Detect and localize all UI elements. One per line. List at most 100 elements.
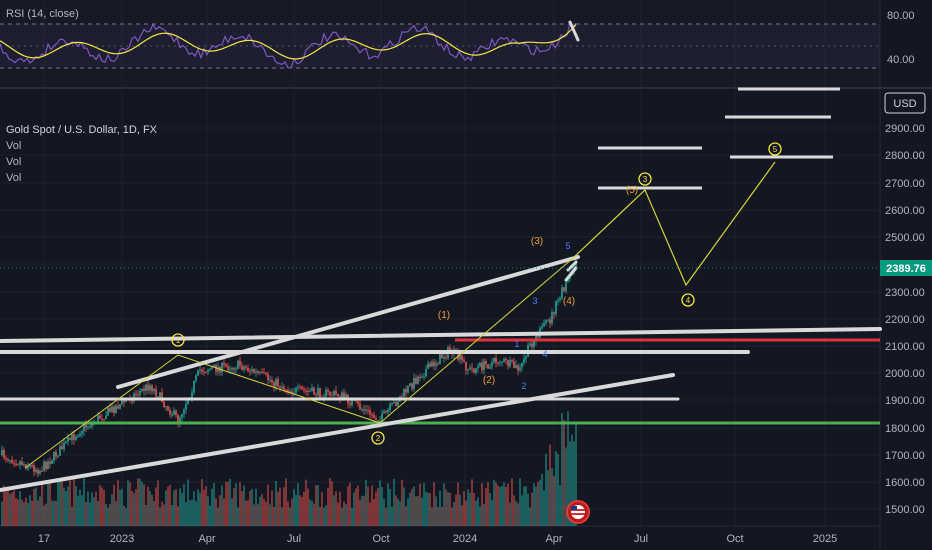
candle-body xyxy=(105,415,107,420)
candle-body xyxy=(17,464,19,466)
volume-bar xyxy=(287,501,289,526)
volume-bar xyxy=(511,478,513,526)
main-legend[interactable]: Gold Spot / U.S. Dollar, 1D, FX Vol Vol … xyxy=(6,122,157,186)
lower-channel-trendline[interactable] xyxy=(0,373,675,492)
volume-bar xyxy=(225,481,227,526)
time-scale-label: Jul xyxy=(287,533,301,545)
volume-indicator-label[interactable]: Vol xyxy=(6,156,22,168)
volume-bar xyxy=(443,483,445,526)
candle-body xyxy=(329,391,331,396)
candle-body xyxy=(45,461,47,469)
elliott-wave-path-projection[interactable] xyxy=(571,161,776,287)
candle-body xyxy=(191,392,193,398)
volume-bar xyxy=(279,487,281,526)
candle-body xyxy=(43,461,45,471)
time-axis[interactable]: 17 2023 Apr Jul Oct 2024 Apr Jul Oct 2025 xyxy=(38,533,837,545)
candle-body xyxy=(567,278,569,283)
price-scale-label: 1500.00 xyxy=(885,504,925,516)
volume-bar xyxy=(127,480,129,526)
wave-minor-2-label: 2 xyxy=(521,381,526,391)
candle-body xyxy=(513,361,515,368)
price-candles[interactable] xyxy=(1,258,577,478)
candle-body xyxy=(153,388,155,392)
volume-bar xyxy=(143,484,145,526)
candle-body xyxy=(117,405,119,409)
candle-body xyxy=(123,399,125,403)
elliott-wave-path-historic[interactable] xyxy=(24,258,573,469)
rsi-axis[interactable]: 80.00 40.00 xyxy=(887,10,915,66)
volume-bar xyxy=(553,475,555,526)
candle-body xyxy=(275,379,277,387)
volume-bar xyxy=(431,507,433,526)
volume-bar xyxy=(277,491,279,526)
candle-body xyxy=(261,371,263,373)
drawing-layer[interactable] xyxy=(0,87,882,492)
currency-badge[interactable] xyxy=(884,92,926,114)
volume-bar xyxy=(147,486,149,526)
volume-bar xyxy=(19,491,21,526)
volume-bar xyxy=(557,453,559,526)
volume-bar xyxy=(23,502,25,526)
volume-bar xyxy=(517,503,519,526)
volume-bar xyxy=(239,482,241,526)
volume-bar xyxy=(327,487,329,526)
wave-major-1-label: 1 xyxy=(176,336,181,345)
rsi-legend[interactable]: RSI (14, close) xyxy=(6,6,79,22)
rsi-scale-label: 40.00 xyxy=(887,54,915,66)
volume-bar xyxy=(161,501,163,526)
volume-bar xyxy=(509,502,511,526)
candle-body xyxy=(357,401,359,404)
volume-bar xyxy=(265,502,267,526)
rsi-arrow-icon[interactable] xyxy=(568,20,580,42)
rsi-line[interactable] xyxy=(0,22,577,69)
price-arrow-icon[interactable] xyxy=(566,260,578,272)
volume-bar xyxy=(483,504,485,526)
candle-body xyxy=(233,367,235,370)
volume-bar xyxy=(507,483,509,526)
candle-body xyxy=(319,387,321,398)
upper-channel-trendline[interactable] xyxy=(116,255,580,389)
volume-indicator-label[interactable]: Vol xyxy=(6,140,22,152)
volume-bar xyxy=(1,501,3,526)
candle-body xyxy=(469,367,471,370)
volume-indicator-label[interactable]: Vol xyxy=(6,172,22,184)
volume-bar xyxy=(197,489,199,526)
candle-body xyxy=(541,326,543,329)
candle-body xyxy=(53,451,55,461)
price-scale-label: 2000.00 xyxy=(885,368,925,380)
candle-body xyxy=(155,388,157,397)
main-pane[interactable] xyxy=(0,88,880,526)
candle-body xyxy=(315,394,317,396)
horizontal-resistance-line[interactable] xyxy=(0,327,882,343)
volume-bar xyxy=(487,482,489,526)
volume-bar xyxy=(159,507,161,526)
candle-body xyxy=(193,380,195,393)
volume-bar xyxy=(489,492,491,526)
volume-bar xyxy=(129,482,131,526)
volume-bar xyxy=(31,501,33,526)
price-axis[interactable]: USD 2389.76 2900.00 2800.00 2700.00 2600.00… xyxy=(880,92,932,516)
volume-bar xyxy=(245,500,247,526)
volume-bar xyxy=(3,485,5,526)
volume-bar xyxy=(29,495,31,526)
candle-body xyxy=(289,391,291,393)
volume-bar xyxy=(341,507,343,526)
candle-body xyxy=(533,340,535,348)
volume-bar xyxy=(357,485,359,526)
volume-bar xyxy=(389,488,391,526)
us-flag-icon[interactable] xyxy=(566,500,590,524)
candle-body xyxy=(433,361,435,367)
rsi-ma-line[interactable] xyxy=(0,24,577,60)
candle-body xyxy=(299,386,301,388)
volume-bar xyxy=(103,489,105,526)
volume-bar xyxy=(301,496,303,526)
volume-bar xyxy=(179,488,181,526)
candle-body xyxy=(173,410,175,415)
candle-body xyxy=(403,388,405,397)
price-arrow-icon[interactable] xyxy=(564,266,578,282)
volume-bar xyxy=(297,482,299,526)
volume-bar xyxy=(57,481,59,526)
candle-body xyxy=(411,383,413,389)
